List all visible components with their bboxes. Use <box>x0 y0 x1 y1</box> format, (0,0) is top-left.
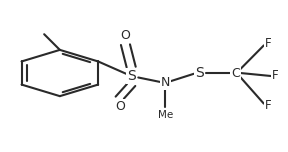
Text: F: F <box>265 37 271 50</box>
Text: N: N <box>161 76 170 89</box>
Text: S: S <box>127 69 136 83</box>
Text: C: C <box>231 67 240 79</box>
Text: S: S <box>195 66 204 80</box>
Text: O: O <box>120 29 130 42</box>
Text: Me: Me <box>158 110 173 120</box>
Text: O: O <box>115 100 125 113</box>
Text: F: F <box>265 99 271 112</box>
Text: F: F <box>272 69 278 83</box>
